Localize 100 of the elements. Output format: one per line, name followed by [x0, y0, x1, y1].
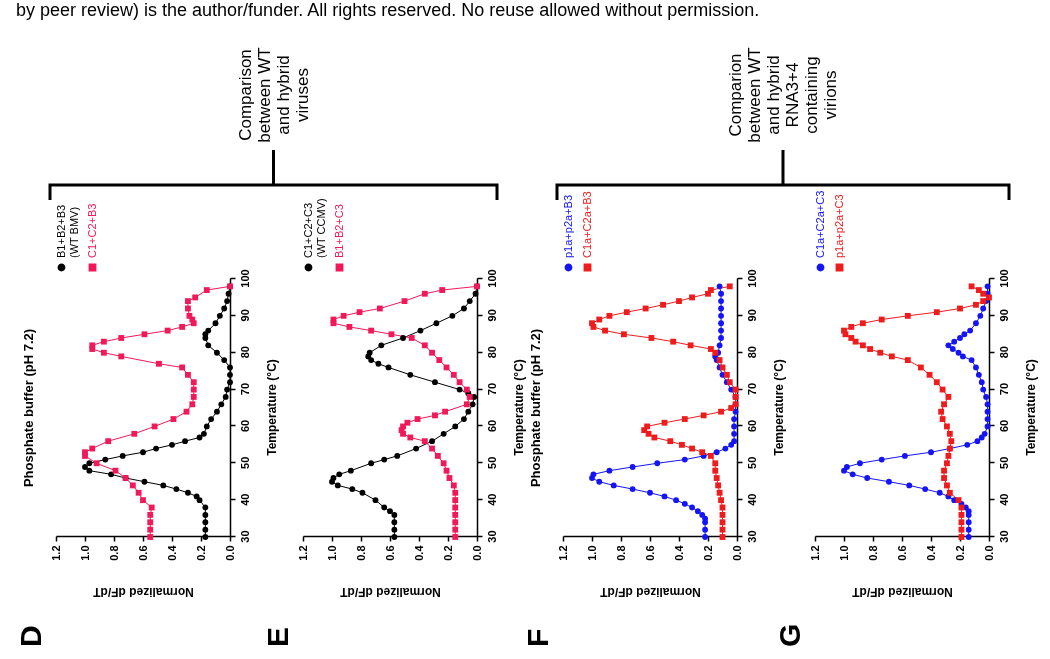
text: by peer review) is the author/funder. All rights reserved. No reuse allowed without permission.: [16, 0, 760, 20]
point: [224, 298, 231, 305]
point: [375, 360, 382, 367]
point: [968, 357, 975, 363]
point: [888, 353, 895, 360]
point: [452, 497, 459, 504]
point: [945, 342, 952, 349]
y-tick-label: 70: [485, 382, 498, 396]
point: [878, 456, 885, 463]
point: [933, 379, 940, 386]
point: [723, 371, 730, 378]
point: [689, 504, 695, 511]
x-tick-label: 0.2: [701, 545, 714, 561]
y-tick-label: 90: [997, 309, 1010, 322]
point: [859, 342, 866, 349]
point: [212, 320, 219, 327]
point: [984, 416, 991, 422]
point: [413, 445, 420, 452]
point: [867, 346, 874, 352]
y-tick-label: 80: [238, 346, 251, 359]
x-tick-label: 0.8: [354, 545, 367, 561]
x-axis-title: Normalized dF/dT: [599, 584, 701, 599]
y-tick-label: 30: [238, 530, 251, 543]
point: [859, 320, 866, 327]
point: [857, 460, 863, 467]
point: [190, 394, 197, 400]
x-tick-label: 0.6: [895, 545, 908, 561]
point: [135, 489, 142, 496]
point: [378, 342, 385, 349]
point: [214, 408, 220, 415]
point: [606, 312, 613, 319]
point: [848, 324, 855, 330]
point: [100, 349, 107, 356]
point: [221, 357, 228, 363]
x-tick-label: 0.0: [470, 545, 483, 561]
point: [190, 379, 197, 386]
point: [461, 305, 467, 312]
point: [707, 346, 714, 352]
point: [118, 335, 125, 341]
point: [841, 327, 847, 334]
point: [156, 360, 162, 367]
point: [660, 301, 666, 308]
point: [336, 471, 343, 478]
point: [984, 408, 991, 415]
point: [667, 438, 674, 445]
point: [452, 519, 459, 526]
point: [225, 290, 232, 297]
text: G: [773, 623, 806, 647]
point: [629, 464, 636, 470]
point: [440, 460, 447, 467]
point: [944, 482, 950, 489]
point: [731, 438, 738, 445]
point: [629, 486, 636, 492]
point: [472, 290, 479, 297]
point: [200, 430, 207, 437]
point: [185, 371, 191, 378]
point: [340, 312, 347, 319]
point: [368, 357, 375, 363]
point: [93, 460, 100, 467]
point: [877, 349, 884, 356]
point: [452, 489, 459, 496]
point: [852, 338, 859, 345]
point: [169, 441, 175, 448]
point: [731, 416, 738, 422]
point: [469, 401, 476, 408]
point: [983, 394, 990, 400]
point: [718, 408, 724, 415]
point: [408, 335, 415, 341]
point: [203, 423, 210, 430]
point: [718, 335, 724, 341]
point: [205, 327, 212, 334]
point: [164, 327, 171, 334]
point: [718, 312, 724, 319]
y-tick-label: 60: [485, 419, 498, 433]
point: [961, 331, 968, 338]
point: [463, 401, 470, 408]
point: [596, 478, 603, 485]
point: [728, 441, 735, 448]
point: [843, 464, 850, 470]
point: [202, 534, 209, 540]
point: [450, 371, 457, 378]
x-axis-title: Normalized dF/dT: [92, 584, 194, 599]
y-tick-label: 30: [485, 530, 498, 543]
point: [407, 371, 414, 378]
point: [718, 305, 724, 312]
point: [973, 364, 979, 371]
text: B1+B2+B3 (WT BMV): [54, 204, 80, 258]
point: [147, 519, 154, 526]
point: [182, 438, 188, 445]
point: [224, 386, 231, 393]
point: [421, 290, 428, 297]
point: [901, 453, 908, 459]
point: [391, 534, 398, 540]
point: [202, 504, 209, 511]
point: [848, 335, 855, 341]
point: [173, 486, 180, 492]
y-tick-label: 70: [238, 382, 251, 396]
y-axis-title: Temperature (°C): [511, 359, 526, 456]
point: [216, 312, 223, 319]
point: [606, 467, 613, 474]
